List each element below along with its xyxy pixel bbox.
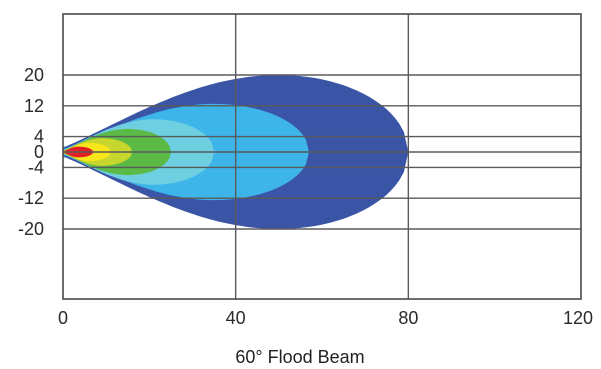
y-tick-label: -4 — [28, 157, 44, 177]
y-tick-label: 0 — [34, 142, 44, 162]
plot-frame — [62, 13, 582, 300]
x-tick-label: 40 — [226, 308, 246, 328]
chart-title: 60° Flood Beam — [235, 347, 364, 367]
x-tick-labels: 0 40 80 120 — [58, 308, 593, 328]
x-tick-label: 80 — [398, 308, 418, 328]
y-tick-label: 12 — [24, 96, 44, 116]
x-tick-label: 120 — [563, 308, 593, 328]
y-tick-label: -20 — [18, 219, 44, 239]
y-tick-label: 20 — [24, 65, 44, 85]
x-tick-label: 0 — [58, 308, 68, 328]
y-tick-label: -12 — [18, 188, 44, 208]
grid-lines — [63, 14, 581, 299]
y-tick-labels: 20 12 40-4 -12 -20 — [18, 65, 44, 239]
y-tick-label: 4 — [34, 127, 44, 147]
